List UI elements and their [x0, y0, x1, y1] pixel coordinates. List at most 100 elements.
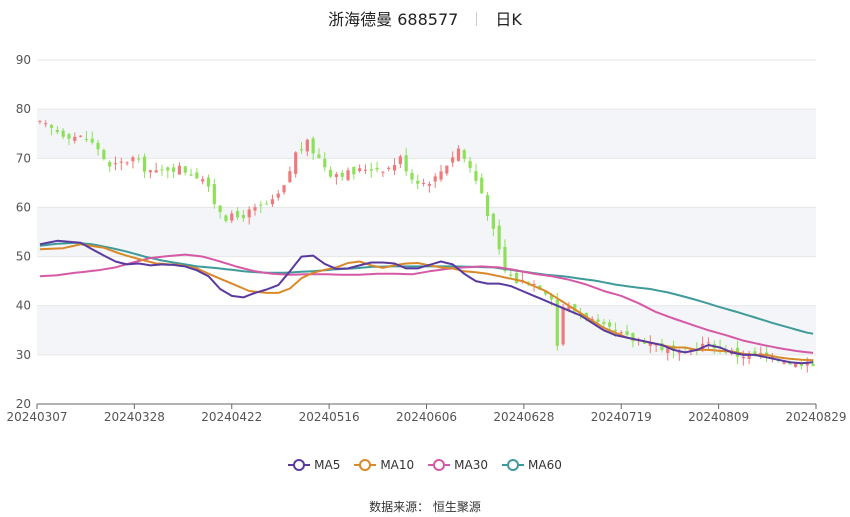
plot-band — [37, 109, 816, 159]
candle-body — [515, 272, 519, 284]
candle-body — [404, 155, 408, 172]
candle-body — [596, 319, 600, 322]
candle-body — [79, 135, 83, 137]
candle-body — [317, 154, 321, 158]
candle-body — [648, 342, 652, 346]
candle-body — [805, 363, 809, 366]
ma30-line — [39, 253, 814, 354]
candle-body — [445, 165, 449, 174]
legend-label: MA60 — [528, 458, 562, 472]
candle-body — [421, 183, 426, 185]
candle-body — [561, 307, 565, 345]
candle-body — [392, 165, 397, 171]
candle-body — [358, 168, 362, 171]
candle-body — [741, 356, 745, 359]
candle-body — [247, 209, 251, 218]
stock-name: 浙海德曼 688577 — [328, 10, 459, 29]
legend-item-ma5[interactable]: MA5 — [288, 458, 340, 472]
period-label: 日K — [495, 10, 522, 29]
x-tick-label: 20240422 — [201, 410, 262, 424]
candle-body — [544, 291, 548, 295]
legend-marker-icon — [354, 459, 377, 471]
candle-body — [706, 342, 711, 344]
candle-body — [666, 347, 670, 354]
candle-body — [753, 351, 757, 355]
legend-item-ma10[interactable]: MA10 — [354, 458, 414, 472]
y-axis: 20 30 40 50 60 70 80 90 — [16, 53, 31, 411]
candle-body — [584, 312, 588, 319]
candle-body — [183, 166, 187, 173]
candle-body — [265, 203, 269, 205]
candle-body — [148, 170, 152, 173]
candle-body — [119, 161, 123, 163]
title-separator — [476, 12, 478, 26]
chart-legend: MA5 MA10 MA30 MA60 — [0, 458, 850, 474]
candle-body — [61, 130, 65, 137]
candle-body — [677, 351, 681, 354]
candle-body — [398, 156, 402, 164]
candle-body — [212, 184, 216, 205]
candle-body — [201, 179, 205, 182]
legend-item-ma30[interactable]: MA30 — [428, 458, 488, 472]
legend-label: MA30 — [454, 458, 489, 472]
x-tick-label: 20240719 — [591, 410, 652, 424]
candle-body — [381, 171, 385, 173]
plot-bands — [37, 109, 816, 355]
y-tick-label: 70 — [16, 151, 31, 165]
candle-body — [241, 214, 245, 219]
candle-body — [230, 213, 234, 221]
candle-body — [491, 213, 495, 229]
candle-body — [427, 184, 432, 186]
candle-body — [625, 331, 629, 335]
candle-body — [532, 284, 536, 286]
y-tick-label: 80 — [16, 102, 31, 116]
candle-body — [811, 363, 815, 366]
candle-body — [299, 149, 304, 151]
candle-body — [96, 142, 100, 150]
x-tick-label: 20240328 — [104, 410, 165, 424]
candle-body — [142, 156, 147, 172]
x-tick-label: 20240606 — [396, 410, 457, 424]
candle-body — [509, 274, 513, 276]
candle-body — [259, 204, 263, 206]
legend-marker-icon — [428, 459, 451, 471]
candle-body — [294, 152, 298, 174]
candle-body — [276, 193, 280, 198]
plot-band — [37, 207, 816, 257]
candle-body — [573, 304, 577, 312]
candle-body — [218, 205, 222, 213]
candle-body — [555, 299, 559, 346]
candle-body — [206, 177, 211, 187]
candle-body — [619, 332, 623, 334]
candle-body — [189, 174, 193, 176]
candle-body — [160, 169, 164, 171]
candle-body — [177, 165, 182, 175]
moving-average-lines — [39, 239, 814, 365]
candle-body — [113, 163, 118, 165]
x-tick-label: 20240307 — [6, 410, 67, 424]
chart-title: 浙海德曼 688577 日K — [0, 6, 850, 30]
candle-body — [55, 130, 59, 133]
data-source: 数据来源： 恒生聚源 — [369, 500, 481, 514]
legend-marker-icon — [288, 459, 311, 471]
candle-body — [44, 123, 48, 125]
candle-body — [631, 333, 635, 342]
y-tick-label: 40 — [16, 299, 31, 313]
legend-item-ma60[interactable]: MA60 — [502, 458, 562, 472]
candle-body — [363, 169, 368, 171]
candle-body — [480, 177, 484, 194]
candle-body — [387, 167, 391, 169]
candle-body — [433, 176, 437, 182]
y-tick-label: 20 — [16, 397, 31, 411]
candle-body — [567, 306, 571, 310]
candle-body — [253, 207, 257, 211]
candle-body — [224, 215, 228, 221]
candle-body — [49, 125, 54, 128]
candle-body — [334, 174, 338, 177]
legend-label: MA5 — [314, 458, 341, 472]
candle-body — [90, 138, 94, 143]
candle-body — [462, 150, 466, 159]
candle-body — [346, 170, 350, 180]
legend-marker-icon — [502, 459, 525, 471]
candle-body — [67, 134, 71, 139]
